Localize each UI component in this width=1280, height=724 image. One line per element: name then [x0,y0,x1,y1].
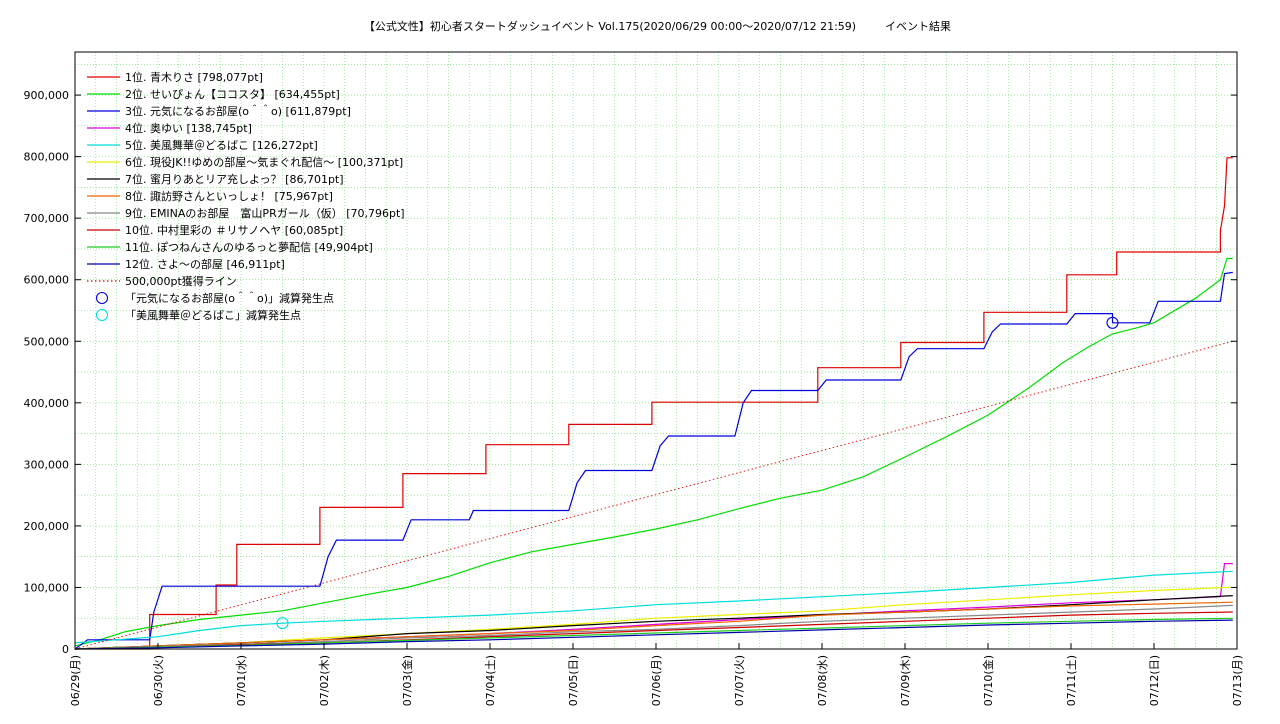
series-line [74,604,1233,650]
legend-label: 「美風舞華＠どるばこ」減算発生点 [125,308,301,322]
subtraction-marker [276,617,289,630]
y-tick-label: 300,000 [24,458,70,471]
x-tick-label: 07/08(水) [816,655,829,706]
legend-label: 11位. ぽつねんさんのゆるっと夢配信 [49,904pt] [125,240,373,254]
legend-label: 6位. 現役JK!!ゆめの部屋〜気まぐれ配信〜 [100,371pt] [125,155,403,169]
y-tick-label: 200,000 [24,520,70,533]
legend-marker [95,308,109,322]
legend-label: 12位. さよ〜の部屋 [46,911pt] [125,257,285,271]
x-axis: 06/29(月) 06/30(火) 07/01(水) 07/02(木) 07/03(金)… [69,643,1244,706]
legend-label: 10位. 中村里彩の ＃リサノヘヤ [60,085pt] [125,223,343,237]
legend-label: 3位. 元気になるお部屋(o＾＾o) [611,879pt] [125,103,351,118]
x-tick-label: 07/10(金) [981,655,995,706]
series-line [74,257,1233,647]
series-line [74,619,1233,650]
series-line [74,271,1233,650]
legend-label: 4位. 奥ゆい [138,745pt] [125,121,252,135]
chart-subtitle: イベント結果 [885,19,951,33]
y-tick-label: 700,000 [24,212,70,225]
y-axis: 0 100,000 200,000 300,000 400,000 500,000 600,… [24,89,1237,656]
legend-label: 2位. せいぴょん【ココスタ】 [634,455pt] [125,87,340,101]
subtraction-marker [1106,316,1119,329]
y-tick-label: 400,000 [24,397,70,410]
legend-label: 500,000pt獲得ライン [125,275,237,288]
legend-label: 7位. 蜜月りあとリア充しよっ？ [86,701pt] [125,172,344,186]
y-tick-label: 500,000 [24,335,70,348]
x-tick-label: 06/29(月) [69,655,82,706]
x-tick-label: 06/30(火) [152,655,165,706]
series-line [74,570,1233,644]
legend-label: 5位. 美風舞華＠どるばこ [126,272pt] [125,138,318,152]
y-tick-label: 600,000 [24,274,70,287]
x-tick-label: 07/13(月) [1231,655,1244,706]
y-tick-label: 100,000 [24,581,70,594]
legend: 1位. 青木りさ [798,077pt] 2位. せいぴょん【ココスタ】 [634… [87,70,405,322]
x-tick-label: 07/12(日) [1148,655,1161,706]
legend-label: 1位. 青木りさ [798,077pt] [125,70,263,84]
x-tick-label: 07/06(月) [650,655,663,706]
series-line [74,586,1233,650]
legend-label: 「元気になるお部屋(o＾＾o)」減算発生点 [125,290,334,305]
series-line [74,601,1233,650]
y-tick-label: 900,000 [24,89,70,102]
series-lines [74,157,1233,650]
series-line [74,617,1233,650]
y-tick-label: 0 [62,643,69,656]
x-tick-label: 07/03(金) [400,655,414,706]
subtraction-markers [276,316,1119,630]
x-tick-label: 07/02(木) [318,655,331,706]
x-tick-label: 07/11(土) [1065,655,1078,706]
legend-label: 9位. EMINAのお部屋 富山PRガール（仮） [70,796pt] [125,206,405,220]
grid [74,52,1238,650]
legend-marker [95,291,109,305]
y-tick-label: 800,000 [24,151,70,164]
series-line [75,157,1233,650]
x-tick-label: 07/07(火) [733,655,746,706]
x-tick-label: 07/01(水) [235,655,248,706]
x-tick-label: 07/04(土) [484,655,497,706]
chart-title: 【公式文性】初心者スタートダッシュイベント Vol.175(2020/06/29… [364,19,856,33]
x-tick-label: 07/05(日) [567,655,580,706]
legend-label: 8位. 諏訪野さんといっしょ！ [75,967pt] [125,189,333,203]
x-tick-label: 07/09(木) [899,655,912,706]
